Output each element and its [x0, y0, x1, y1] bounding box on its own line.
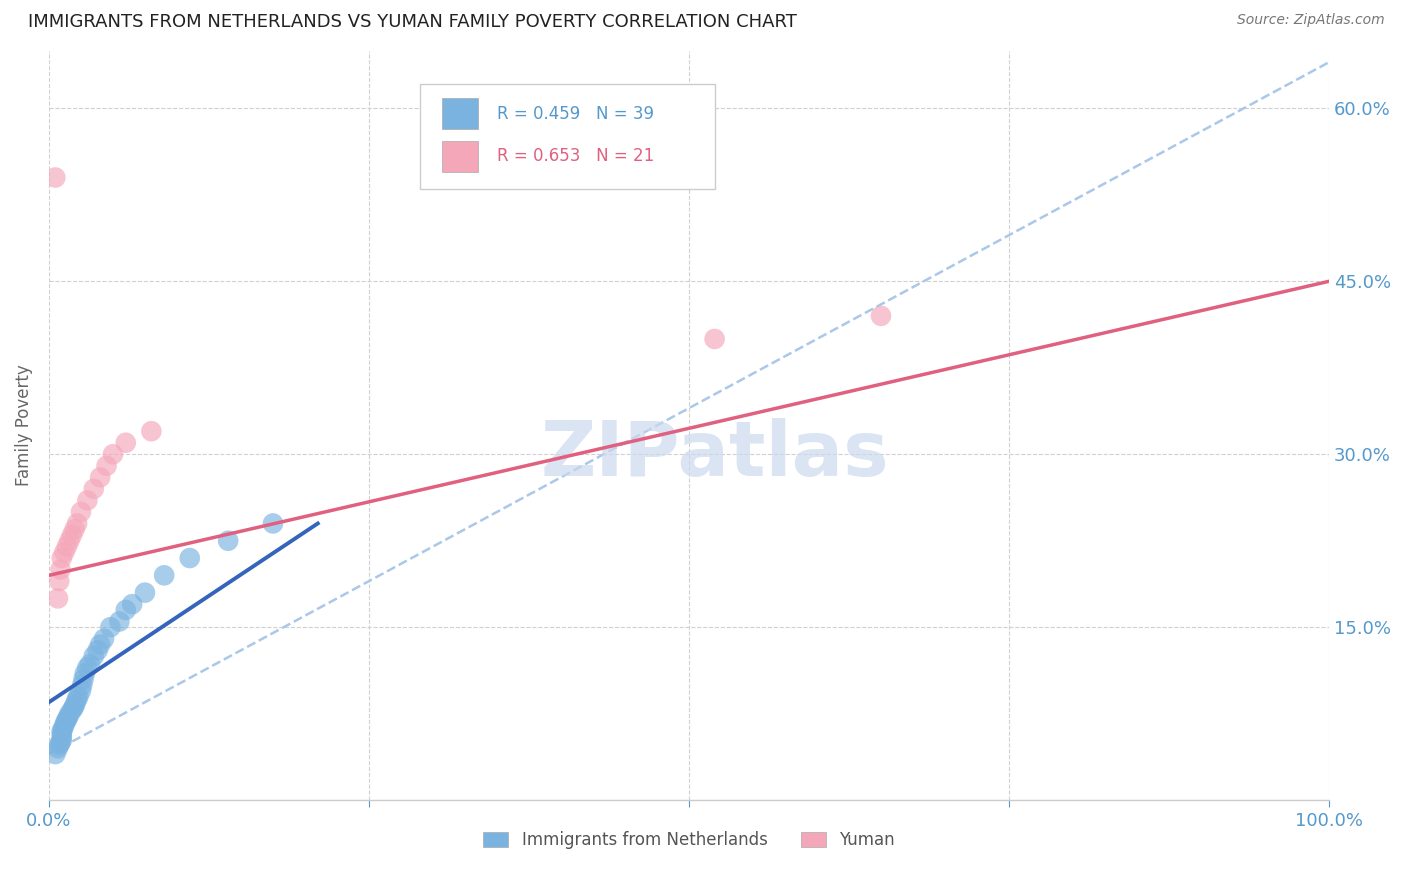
- Point: [53, 545, 76, 559]
- Point: [96, 458, 118, 473]
- Point: [67, 690, 90, 704]
- Point: [46, 591, 69, 606]
- Point: [65, 695, 87, 709]
- Point: [76, 493, 98, 508]
- Text: R = 0.459   N = 39: R = 0.459 N = 39: [496, 104, 654, 122]
- Point: [262, 516, 284, 531]
- Y-axis label: Family Poverty: Family Poverty: [15, 365, 32, 486]
- Point: [44, 747, 66, 761]
- Text: IMMIGRANTS FROM NETHERLANDS VS YUMAN FAMILY POVERTY CORRELATION CHART: IMMIGRANTS FROM NETHERLANDS VS YUMAN FAM…: [28, 13, 797, 31]
- Point: [153, 568, 176, 582]
- Point: [56, 540, 79, 554]
- Bar: [441, 98, 478, 129]
- Point: [62, 701, 84, 715]
- Point: [83, 482, 105, 496]
- Point: [46, 741, 69, 756]
- Legend: Immigrants from Netherlands, Yuman: Immigrants from Netherlands, Yuman: [477, 824, 901, 855]
- Point: [55, 714, 77, 729]
- Point: [60, 703, 83, 717]
- Point: [58, 533, 80, 548]
- Point: [48, 574, 70, 588]
- Point: [48, 738, 70, 752]
- Point: [63, 522, 86, 536]
- Point: [56, 710, 79, 724]
- Point: [76, 660, 98, 674]
- Point: [179, 551, 201, 566]
- Point: [53, 718, 76, 732]
- Point: [58, 706, 80, 721]
- Text: ZIPatlas: ZIPatlas: [540, 418, 889, 492]
- Point: [86, 643, 108, 657]
- Point: [108, 615, 131, 629]
- Point: [79, 657, 101, 672]
- Point: [52, 722, 75, 736]
- Point: [72, 672, 94, 686]
- Point: [49, 563, 72, 577]
- Point: [51, 724, 73, 739]
- Point: [100, 620, 122, 634]
- Point: [114, 435, 136, 450]
- Point: [93, 632, 115, 646]
- Point: [121, 597, 143, 611]
- Point: [51, 733, 73, 747]
- Point: [51, 730, 73, 744]
- Point: [56, 713, 79, 727]
- Point: [83, 648, 105, 663]
- Point: [870, 309, 893, 323]
- Point: [63, 698, 86, 713]
- Point: [44, 170, 66, 185]
- Point: [89, 638, 111, 652]
- Point: [141, 424, 163, 438]
- Point: [217, 533, 239, 548]
- Point: [703, 332, 725, 346]
- Point: [51, 726, 73, 740]
- Point: [134, 585, 156, 599]
- Point: [114, 603, 136, 617]
- Point: [101, 447, 124, 461]
- Point: [66, 691, 89, 706]
- Point: [89, 470, 111, 484]
- Point: [51, 551, 73, 566]
- Text: R = 0.653   N = 21: R = 0.653 N = 21: [496, 147, 654, 165]
- Point: [60, 528, 83, 542]
- Bar: [441, 141, 478, 172]
- Point: [72, 678, 94, 692]
- Point: [70, 505, 93, 519]
- Point: [49, 735, 72, 749]
- Text: Source: ZipAtlas.com: Source: ZipAtlas.com: [1237, 13, 1385, 28]
- Point: [66, 516, 89, 531]
- Point: [70, 683, 93, 698]
- FancyBboxPatch shape: [420, 85, 714, 189]
- Point: [73, 666, 96, 681]
